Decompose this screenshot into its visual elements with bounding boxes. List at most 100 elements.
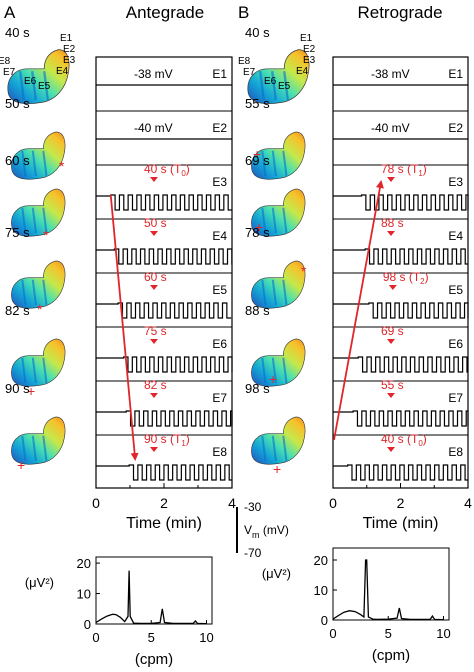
panel-a-title: Antegrade [126, 3, 204, 22]
spectrum-y-tick-label: 20 [314, 553, 328, 568]
onset-subscript: 1 [181, 439, 186, 448]
resting-voltage-label: -40 mV [371, 121, 410, 135]
slow-wave-trace [96, 302, 232, 319]
stomach-band [31, 207, 37, 234]
stomach-thumbnail [251, 416, 306, 465]
onset-marker [387, 177, 395, 182]
stomach-band [21, 207, 27, 234]
electrode-label: E3 [303, 55, 316, 66]
pacing-marker: + [27, 383, 35, 399]
onset-marker [150, 339, 158, 344]
channel-label-e3: E3 [212, 175, 227, 189]
resting-voltage-label: -40 mV [134, 121, 173, 135]
scale-bottom-label: -70 [244, 546, 262, 560]
spectrum-y-tick-label: 10 [77, 587, 91, 602]
channel-label-e2: E2 [448, 121, 463, 135]
electrode-label: E5 [38, 81, 51, 92]
onset-subscript: 0 [181, 169, 186, 178]
pacing-marker: + [17, 457, 25, 473]
stomach-band [261, 207, 267, 234]
onset-close-paren: ) [423, 432, 427, 446]
x-axis-label: Time (min) [363, 515, 439, 532]
onset-marker [388, 285, 397, 290]
stomach-band [31, 435, 37, 462]
x-tick-label: 4 [228, 495, 236, 511]
stomach-time-label: 60 s [5, 153, 30, 168]
stomach-band [271, 207, 277, 234]
channel-label-e3: E3 [448, 175, 463, 189]
panel-b-title: Retrograde [357, 3, 442, 22]
stomach-time-label: 75 s [5, 225, 30, 240]
spectrum-y-tick-label: 0 [321, 613, 328, 628]
stomach-thumbnail [11, 188, 66, 237]
stomach-column-b: 40 s55 s+69 s+78 s*88 s+98 s+E1E2E3E4E5E… [238, 25, 316, 477]
spectrum-frame [95, 556, 213, 625]
slow-wave-trace [333, 194, 469, 211]
pacing-marker: + [255, 219, 263, 235]
slow-wave-trace [96, 194, 232, 211]
pacing-marker: + [273, 461, 281, 477]
channel-label-e7: E7 [448, 391, 463, 405]
electrode-label: E8 [238, 56, 251, 67]
channel-label-e6: E6 [448, 337, 463, 351]
onset-subscript: 0 [418, 439, 423, 448]
onset-marker [150, 393, 158, 398]
channel-label-e4: E4 [212, 229, 227, 243]
stomach-thumbnail [11, 131, 66, 180]
spectrum-line [332, 559, 444, 621]
electrode-label: E7 [243, 67, 256, 78]
channel-label-e1: E1 [212, 67, 227, 81]
stomach-band [259, 71, 265, 101]
slow-wave-trace [333, 248, 468, 265]
stomach-band [31, 150, 37, 177]
stomach-time-label: 88 s [245, 303, 270, 318]
propagation-arrow [109, 194, 139, 461]
electrode-label: E2 [303, 44, 316, 55]
onset-marker [150, 177, 158, 182]
stomach-time-label: 50 s [5, 96, 30, 111]
onset-label: 98 s (T2) [383, 270, 429, 286]
stomach-band [282, 150, 288, 177]
stomach-band [43, 71, 49, 101]
channel-label-e5: E5 [212, 283, 227, 297]
pacing-marker: * [301, 263, 307, 279]
panel-a: A Antegrade 40 s 50 s * 60 s * 75 s * 82 s +90 s… [0, 3, 236, 532]
onset-close-paren: ) [423, 162, 427, 176]
x-tick-label: 2 [160, 495, 168, 511]
onset-label: 82 s [144, 378, 167, 392]
channel-label-e8: E8 [448, 445, 463, 459]
stomach-time-label: 82 s [5, 303, 30, 318]
onset-marker [150, 447, 158, 452]
stomach-band [21, 150, 27, 177]
stomach-thumbnail [247, 49, 310, 104]
stomach-band [31, 279, 37, 306]
stomach-band [42, 435, 48, 462]
propagation-arrow [333, 180, 384, 441]
slow-wave-trace [333, 464, 468, 481]
channel-label-e7: E7 [212, 391, 227, 405]
stomach-band [283, 71, 289, 101]
slow-wave-trace [96, 248, 233, 265]
spectrum-x-tick-label: 5 [385, 626, 392, 641]
stomach-band [31, 357, 37, 384]
stomach-band [282, 279, 288, 306]
stomach-time-label: 69 s [245, 153, 270, 168]
slow-wave-trace [96, 464, 232, 481]
stomach-band [271, 279, 277, 306]
slow-wave-trace [333, 410, 469, 427]
spectrum-x-label: (cpm) [135, 651, 173, 668]
stomach-thumbnail [251, 260, 306, 309]
x-tick-label: 0 [92, 495, 100, 511]
spectrum-y-tick-label: 20 [77, 556, 91, 571]
stomach-thumbnail [251, 188, 306, 237]
onset-label: 50 s [144, 216, 167, 230]
stomach-band [31, 71, 37, 101]
stomach-band [21, 435, 27, 462]
stomach-band [21, 279, 27, 306]
stomach-band [261, 279, 267, 306]
spectrum-x-tick-label: 10 [199, 630, 213, 645]
slow-wave-trace [333, 302, 469, 319]
vm-scale-bar: -30 Vm (mV) -70 [236, 500, 289, 560]
resting-voltage-label: -38 mV [134, 67, 173, 81]
